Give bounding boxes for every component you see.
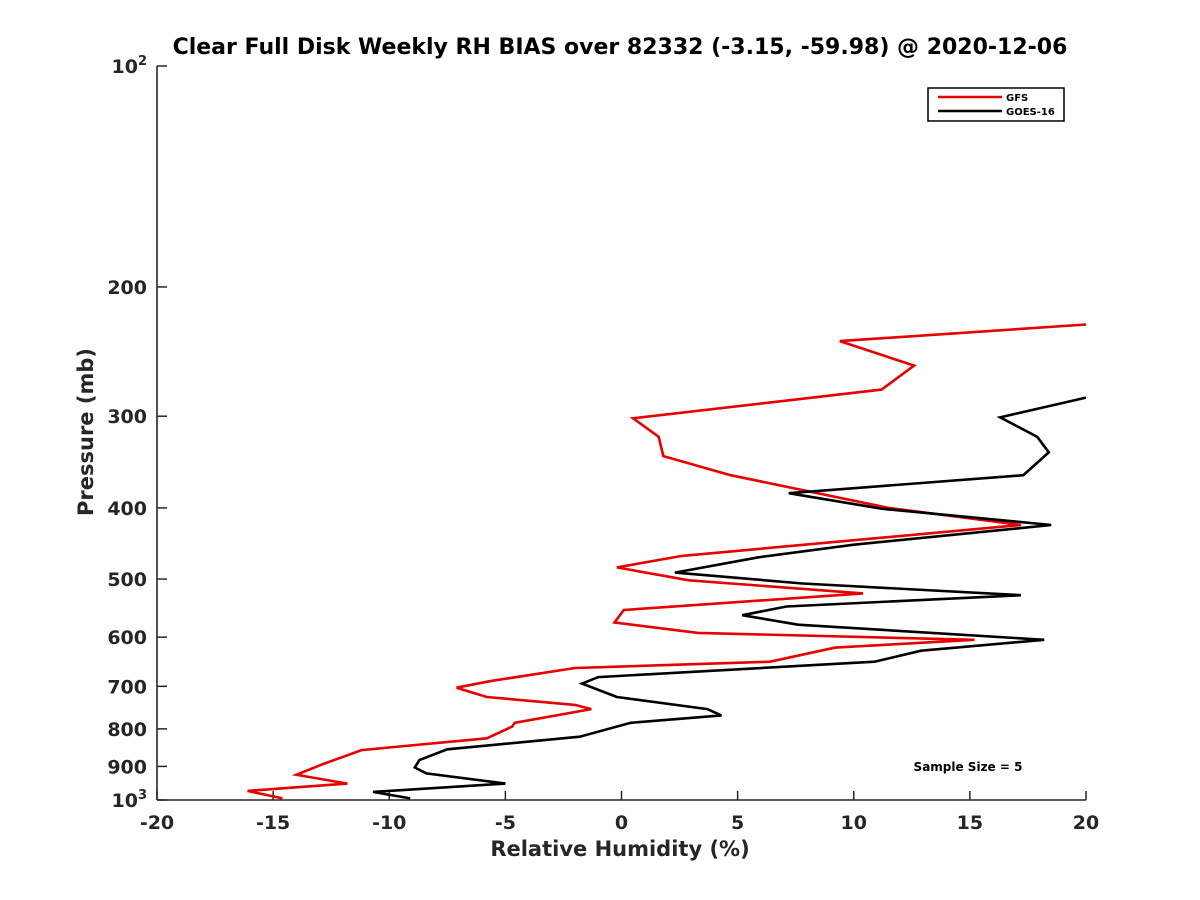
x-tick-label: 20 — [1073, 812, 1099, 834]
y-tick-label: 600 — [107, 627, 147, 649]
y-axis-label: Pressure (mb) — [74, 348, 98, 516]
y-tick-label: 800 — [107, 719, 147, 741]
series-line-goes-16 — [372, 396, 1087, 800]
sample-size-annotation: Sample Size = 5 — [914, 760, 1023, 774]
y-tick-label: 300 — [107, 406, 147, 428]
axes: -20 -15 -10 -5 0 5 10 15 20 102 200 300 400 500 600 700… — [107, 54, 1099, 834]
x-tick-label: 5 — [731, 812, 744, 834]
y-tick-label: 102 — [112, 54, 148, 78]
legend-label-gfs: GFS — [1006, 93, 1028, 104]
legend-label-goes-16: GOES-16 — [1006, 107, 1055, 118]
series-line-gfs — [247, 323, 1087, 800]
series-lines — [247, 323, 1087, 800]
x-tick-label: -15 — [256, 812, 290, 834]
legend-box — [927, 87, 1065, 122]
chart-title: Clear Full Disk Weekly RH BIAS over 8233… — [173, 35, 1068, 60]
y-tick-label: 400 — [107, 498, 147, 520]
y-tick-label: 900 — [107, 756, 147, 778]
legend: GFS GOES-16 — [927, 87, 1065, 122]
x-tick-label: -20 — [140, 812, 174, 834]
x-tick-label: -5 — [495, 812, 516, 834]
y-tick-label: 200 — [107, 277, 147, 299]
x-tick-label: -10 — [372, 812, 406, 834]
x-axis-label: Relative Humidity (%) — [490, 837, 749, 861]
x-tick-label: 15 — [957, 812, 983, 834]
y-tick-label: 103 — [112, 788, 148, 812]
x-tick-label: 0 — [615, 812, 628, 834]
y-tick-label: 700 — [107, 676, 147, 698]
x-tick-label: 10 — [841, 812, 867, 834]
y-tick-label: 500 — [107, 569, 147, 591]
